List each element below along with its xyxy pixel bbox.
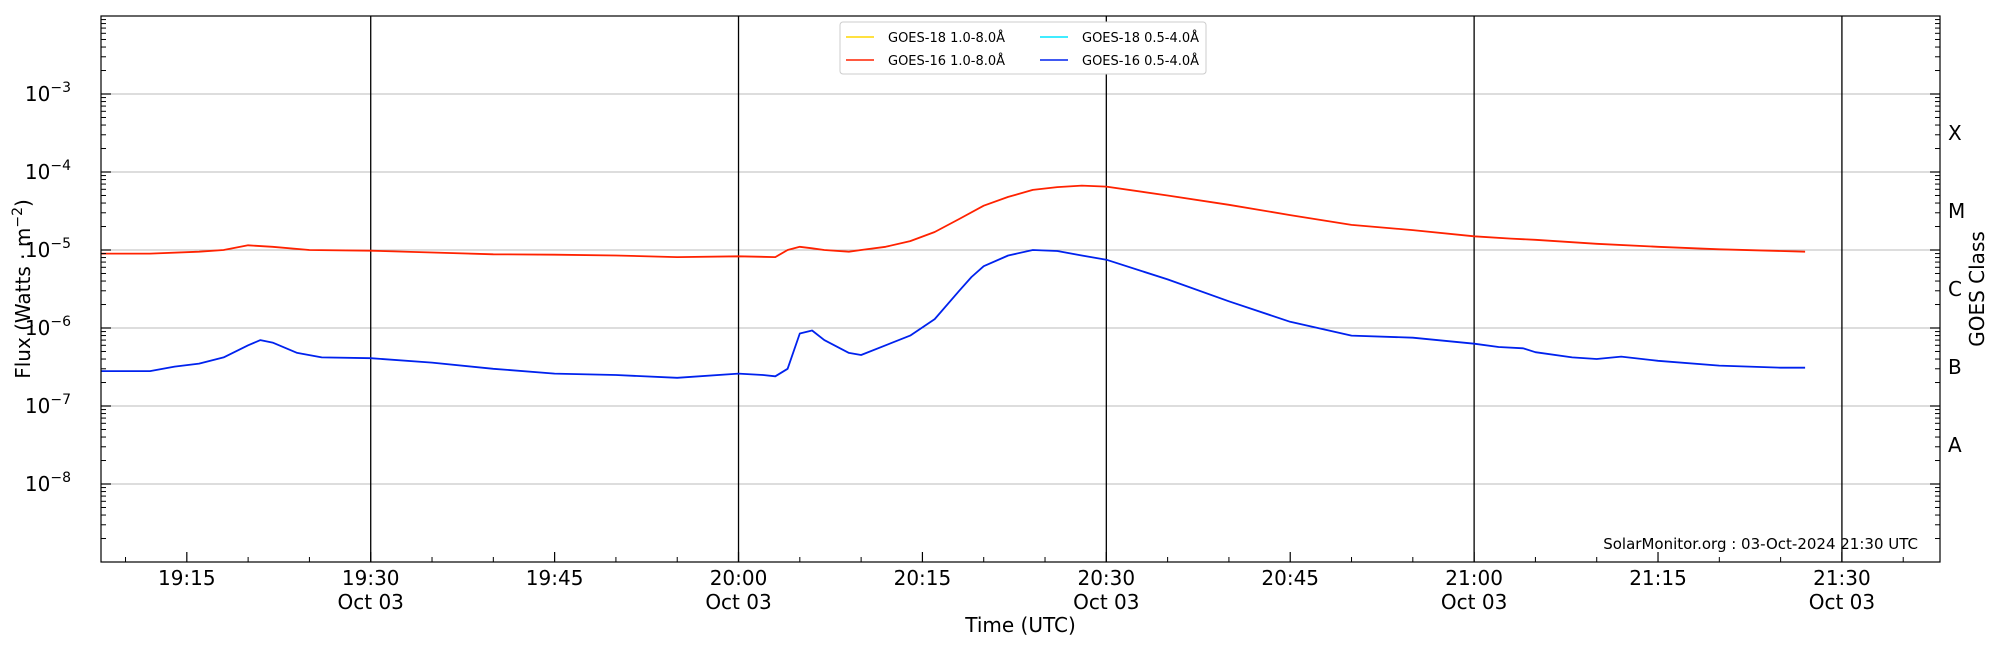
x-tick-label: 19:15 [158,566,216,590]
plot-frame [100,15,1941,563]
credit-text: SolarMonitor.org : 03-Oct-2024 21:30 UTC [1603,535,1918,553]
legend-label: GOES-16 1.0-8.0Å [888,53,1005,69]
series-line [101,184,1806,259]
y-tick-label-base: 10 [25,160,50,184]
x-tick-date-label: Oct 03 [338,590,404,614]
legend: GOES-18 1.0-8.0Å GOES-16 1.0-8.0Å GOES-18 … [839,21,1207,75]
goes-class-label: B [1948,355,1962,379]
x-tick-date-label: Oct 03 [1073,590,1139,614]
legend-box [839,21,1207,75]
goes-class-label: X [1948,121,1962,145]
goes-class-label: C [1948,277,1962,301]
y-axis-title-sup: −2 [10,207,26,228]
y-axis-title-main: Flux (Watts · m [11,228,35,379]
x-tick-label: 19:30 [342,566,400,590]
y-tick-label: 10−6 [25,314,71,340]
x-tick-label: 20:00 [710,566,768,590]
y-tick-label-exponent: −6 [50,314,71,330]
legend-label: GOES-18 1.0-8.0Å [888,30,1005,46]
y-tick-label-exponent: −3 [50,80,71,96]
y-tick-label-base: 10 [25,82,50,106]
x-tick-label: 19:45 [526,566,584,590]
goes-class-label: A [1948,433,1962,457]
grid-layer [101,93,1940,485]
x-tick-label: 21:30 [1813,566,1871,590]
goes-class-label: M [1948,199,1965,223]
y-tick-label: 10−5 [25,236,71,262]
y-tick-label-base: 10 [25,394,50,418]
y-axis-title-end: ) [11,199,35,207]
x-tick-label: 20:30 [1077,566,1135,590]
y-tick-label-base: 10 [25,238,50,262]
series-layer [101,184,1806,379]
y-tick-label: 10−3 [25,80,71,106]
x-tick-date-label: Oct 03 [1809,590,1875,614]
x-axis-title: Time (UTC) [964,613,1076,637]
goes-class-axis-title: GOES Class [1965,231,1989,347]
vertical-lines-layer [370,16,1843,562]
x-tick-label: 20:45 [1261,566,1319,590]
x-tick-date-label: Oct 03 [705,590,771,614]
x-tick-label: 21:15 [1629,566,1687,590]
y-tick-label: 10−8 [25,470,71,496]
y-tick-label-base: 10 [25,316,50,340]
legend-label: GOES-16 0.5-4.0Å [1082,53,1199,69]
series-line [101,249,1806,379]
y-tick-label: 10−4 [25,158,71,184]
y-tick-label-exponent: −8 [50,470,71,486]
x-tick-date-label: Oct 03 [1441,590,1507,614]
y-tick-label: 10−7 [25,392,71,418]
legend-label: GOES-18 0.5-4.0Å [1082,30,1199,46]
y-tick-label-exponent: −4 [50,158,71,174]
tick-layer [101,19,1940,562]
x-tick-label: 20:15 [894,566,952,590]
y-axis-title: Flux (Watts · m−2) [10,199,35,379]
y-tick-label-exponent: −7 [50,392,71,408]
y-tick-label-exponent: −5 [50,236,71,252]
x-tick-label: 21:00 [1445,566,1503,590]
y-tick-label-base: 10 [25,472,50,496]
